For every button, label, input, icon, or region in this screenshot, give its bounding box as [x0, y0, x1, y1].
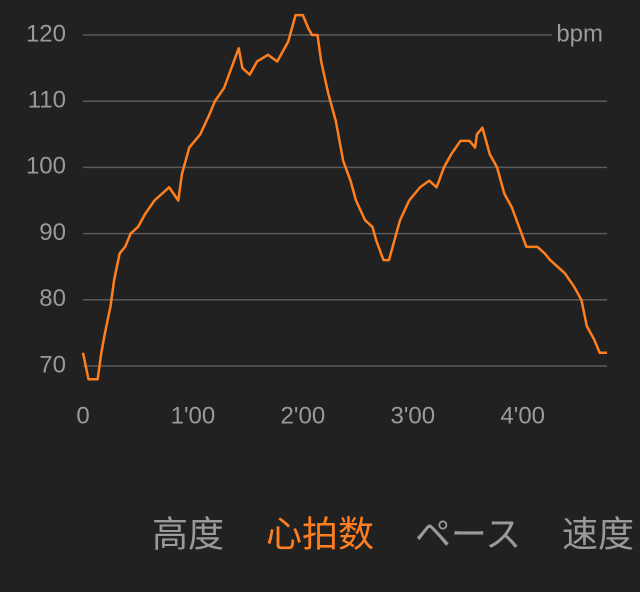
heart-rate-line [81, 13, 607, 381]
y-tick-label: 80 [39, 285, 66, 312]
unit-label: bpm [556, 20, 603, 47]
y-tick-label: 100 [26, 153, 66, 180]
x-tick-label: 1'00 [171, 402, 216, 429]
tab[interactable]: 速度 [562, 514, 634, 555]
tab[interactable]: 高度 [152, 514, 224, 555]
x-tick-label: 0 [76, 402, 89, 429]
y-tick-label: 70 [39, 351, 66, 378]
x-tick-label: 2'00 [281, 402, 326, 429]
y-tick-label: 110 [28, 87, 66, 114]
x-tick-label: 3'00 [390, 402, 435, 429]
tab[interactable]: ペース [415, 514, 521, 555]
tab[interactable]: 心拍数 [266, 514, 374, 555]
x-tick-label: 4'00 [500, 402, 545, 429]
y-tick-label: 120 [26, 20, 66, 47]
y-tick-label: 90 [39, 219, 66, 246]
